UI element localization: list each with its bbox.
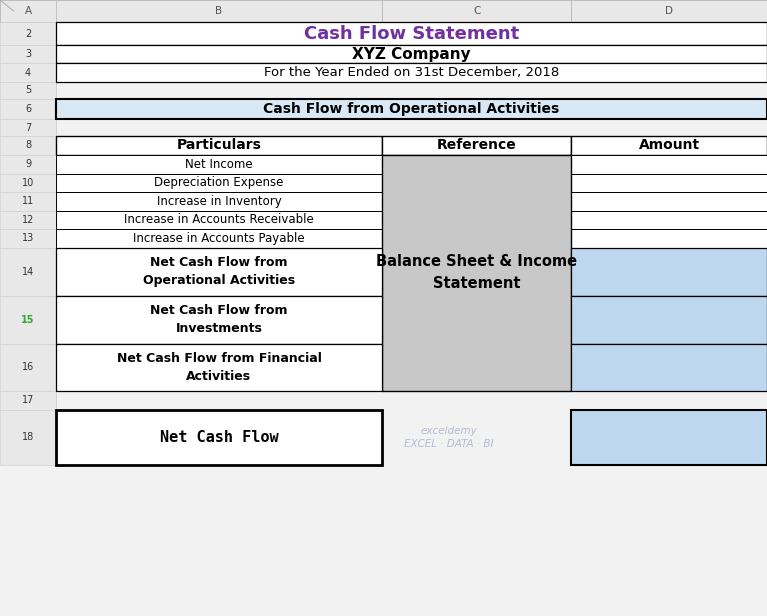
Text: Cash Flow from Operational Activities: Cash Flow from Operational Activities [263,102,560,116]
Bar [56,211,382,229]
Bar [571,410,767,465]
Text: 8: 8 [25,140,31,150]
Bar [56,192,382,211]
Bar [56,155,382,174]
Bar [0,99,56,119]
Text: 17: 17 [21,395,35,405]
Bar [571,192,767,211]
Bar [0,229,56,248]
Text: Increase in Inventory: Increase in Inventory [156,195,281,208]
Text: Balance Sheet & Income
Statement: Balance Sheet & Income Statement [376,254,578,291]
Text: Depreciation Expense: Depreciation Expense [154,176,284,190]
Text: 13: 13 [22,233,34,243]
Text: 2: 2 [25,28,31,39]
Bar [571,248,767,296]
Bar [0,344,56,391]
Text: Net Cash Flow from
Operational Activities: Net Cash Flow from Operational Activitie… [143,256,295,287]
Bar [571,229,767,248]
Bar [0,391,56,410]
Text: 10: 10 [22,178,34,188]
Text: Increase in Accounts Receivable: Increase in Accounts Receivable [124,213,314,227]
Bar [56,45,767,63]
Bar [571,136,767,155]
Text: Net Cash Flow: Net Cash Flow [160,430,278,445]
Bar [0,22,56,45]
Bar [571,155,767,174]
Bar [0,82,56,99]
Text: 3: 3 [25,49,31,59]
Bar [0,45,56,63]
Bar [382,155,571,391]
Bar [571,296,767,344]
Text: 5: 5 [25,85,31,95]
Text: XYZ Company: XYZ Company [352,47,471,62]
Text: Increase in Accounts Payable: Increase in Accounts Payable [133,232,304,245]
Bar [56,136,382,155]
Bar [56,296,382,344]
Bar [0,119,56,136]
Text: Cash Flow Statement: Cash Flow Statement [304,25,519,43]
Text: Particulars: Particulars [176,139,262,152]
Text: 18: 18 [22,432,34,442]
Bar [0,248,56,296]
Text: exceldemy
EXCEL · DATA · BI: exceldemy EXCEL · DATA · BI [404,426,493,449]
Bar [0,174,56,192]
Bar [56,229,382,248]
Bar [0,211,56,229]
Text: B: B [216,6,222,16]
Text: 15: 15 [21,315,35,325]
Text: 12: 12 [21,215,35,225]
Text: Reference: Reference [437,139,516,152]
Text: 14: 14 [22,267,34,277]
Text: 11: 11 [22,197,34,206]
Text: For the Year Ended on 31st December, 2018: For the Year Ended on 31st December, 201… [264,66,559,79]
Bar [0,0,767,22]
Text: Net Cash Flow from Financial
Activities: Net Cash Flow from Financial Activities [117,352,321,383]
Bar [571,174,767,192]
Bar [0,410,56,465]
Bar [56,248,382,296]
Text: Net Income: Net Income [185,158,253,171]
Text: 9: 9 [25,159,31,169]
Bar [0,63,56,82]
Bar [0,296,56,344]
Text: A: A [25,6,31,16]
Bar [56,344,382,391]
Text: 4: 4 [25,68,31,78]
Text: 16: 16 [22,362,34,373]
Bar [0,192,56,211]
Text: 7: 7 [25,123,31,132]
Text: Net Cash Flow from
Investments: Net Cash Flow from Investments [150,304,288,335]
Text: Amount: Amount [639,139,700,152]
Bar [56,22,767,45]
Text: D: D [665,6,673,16]
Bar [382,136,571,155]
Bar [0,136,56,155]
Text: C: C [473,6,480,16]
Bar [56,63,767,82]
Bar [56,99,767,119]
Bar [571,344,767,391]
Text: 6: 6 [25,103,31,114]
Bar [0,155,56,174]
Bar [56,410,382,465]
Bar [56,174,382,192]
Bar [571,211,767,229]
